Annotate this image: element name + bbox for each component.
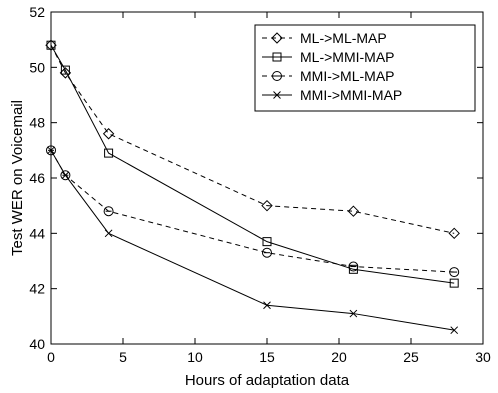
x-tick-label: 5 (119, 349, 127, 365)
series-line (50, 44, 455, 234)
legend-entry: MMI->ML-MAP (262, 68, 395, 84)
y-tick-label: 46 (29, 170, 45, 186)
legend-entry: ML->MMI-MAP (262, 49, 395, 65)
data-point (47, 146, 55, 155)
data-point (60, 65, 70, 75)
data-point-ring (103, 206, 114, 217)
legend-label: MMI->MMI-MAP (300, 87, 402, 103)
data-point (261, 199, 273, 212)
legend-marker (272, 52, 282, 62)
data-point (103, 206, 114, 217)
x-tick-label: 10 (187, 349, 203, 365)
data-point (348, 261, 359, 272)
data-point-ring (262, 247, 272, 258)
data-point (102, 128, 115, 140)
legend: ML->ML-MAP ML->MMI-MAP MMI->ML-MAP MMI->MMI… (254, 24, 476, 112)
legend-entry: ML->ML-MAP (262, 30, 387, 46)
x-tick-label: 0 (47, 349, 55, 365)
data-point-ring (46, 145, 56, 156)
legend-label: ML->ML-MAP (300, 30, 387, 46)
data-point-stroke-b (104, 229, 113, 238)
data-point (349, 309, 358, 318)
data-point-stroke-b (450, 326, 459, 335)
x-tick-label: 15 (259, 349, 275, 365)
data-point (45, 39, 57, 51)
legend-marker-stroke-b (273, 91, 281, 99)
x-tick-label: 25 (403, 349, 419, 365)
data-point-ring (348, 261, 359, 272)
data-point (61, 171, 70, 180)
series-3 (46, 145, 460, 278)
legend-label: MMI->ML-MAP (300, 68, 395, 84)
data-point (449, 278, 459, 288)
x-tick-label: 30 (475, 349, 491, 365)
data-point-ring (449, 267, 460, 278)
data-point (347, 205, 360, 217)
legend-marker-ring (272, 71, 282, 81)
series-layer (45, 39, 460, 335)
data-point (448, 227, 460, 240)
data-point (263, 301, 271, 310)
y-tick-label: 40 (29, 336, 45, 352)
series-1 (45, 39, 460, 240)
series-4 (47, 146, 459, 335)
series-2 (46, 40, 459, 288)
y-axis-ticks: 40 42 44 46 48 50 52 (29, 4, 483, 352)
y-tick-label: 44 (29, 225, 45, 241)
data-point (59, 67, 72, 79)
x-tick-label: 20 (331, 349, 347, 365)
data-point (104, 229, 113, 238)
y-tick-label: 50 (29, 59, 45, 75)
data-point (262, 247, 272, 258)
data-point (450, 326, 459, 335)
legend-marker (273, 91, 281, 99)
series-line (50, 150, 455, 273)
y-tick-label: 48 (29, 115, 45, 131)
legend-label: ML->MMI-MAP (300, 49, 395, 65)
data-point-ring (60, 170, 71, 181)
data-point-stroke-b (263, 301, 271, 310)
data-point-stroke-b (349, 309, 358, 318)
y-tick-label: 42 (29, 281, 45, 297)
data-point (46, 40, 56, 50)
data-point (262, 237, 272, 247)
legend-box (254, 24, 476, 112)
x-axis-label: Hours of adaptation data (185, 372, 350, 389)
y-tick-label: 52 (29, 4, 45, 20)
data-point-stroke-b (47, 146, 55, 155)
legend-entry: MMI->MMI-MAP (262, 87, 402, 103)
x-axis-ticks: 0 5 10 15 20 25 30 (47, 12, 491, 365)
data-point (449, 267, 460, 278)
series-line (50, 150, 455, 331)
legend-marker (272, 71, 282, 81)
y-axis-label: Test WER on Voicemail (9, 100, 26, 256)
data-point (104, 148, 114, 158)
data-point-stroke-b (61, 171, 70, 180)
legend-marker (271, 32, 283, 44)
